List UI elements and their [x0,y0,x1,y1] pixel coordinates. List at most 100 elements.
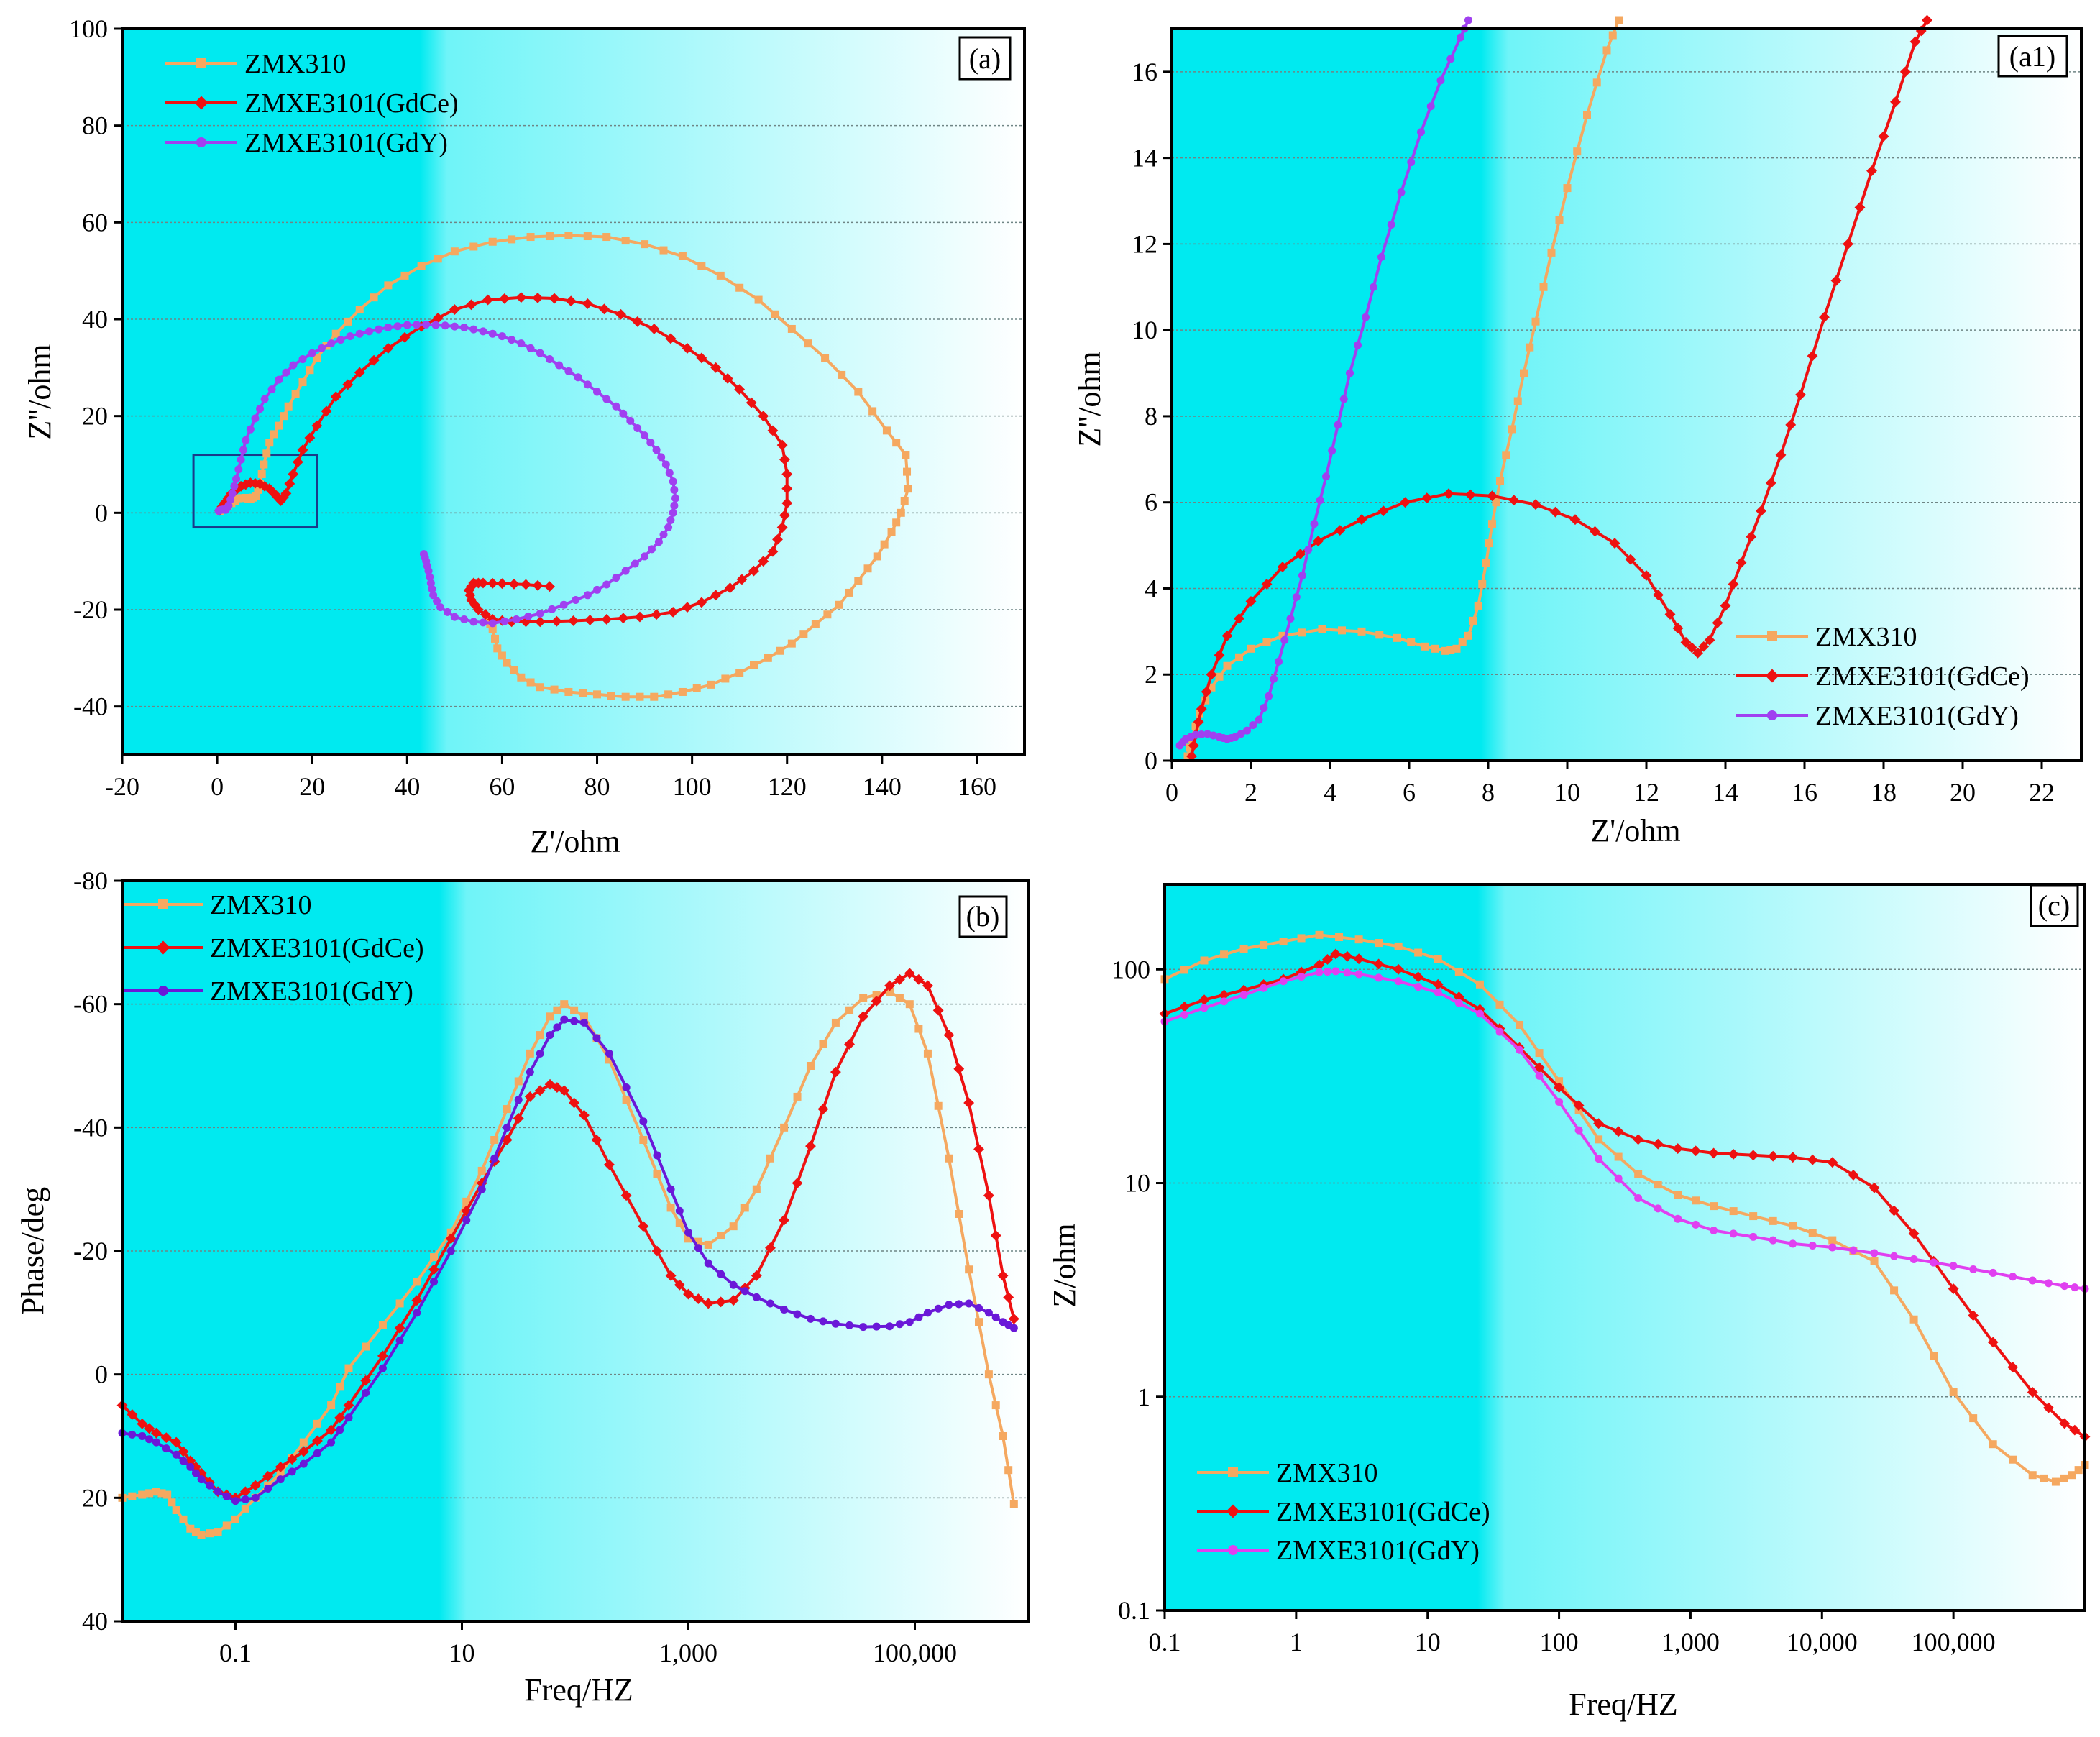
panel-b-x-axis-label: Freq/HZ [524,1672,633,1708]
panel-c-x-tick-label: 100 [1540,1628,1579,1656]
panel-c-series-zmxe3101-gdce-marker [1987,1337,1999,1348]
panel-a-series-zmxe3101-gdy-marker [346,332,354,341]
panel-c-series-zmx310-marker [1749,1212,1758,1221]
panel-a1-series-zmxe3101-gdy-marker [1304,546,1313,554]
panel-a1-series-zmxe3101-gdy-marker [1322,472,1330,481]
panel-a-series-zmx310-marker [602,233,611,242]
panel-a-series-zmx310-marker [270,430,278,439]
panel-a1-series-zmx310-marker [1247,644,1255,653]
panel-a-series-zmxe3101-gdy-marker [500,617,509,625]
panel-c-series-zmxe3101-gdy-marker [1454,999,1463,1007]
panel-b-series-zmx310-marker [579,1012,588,1021]
panel-b-y-tick-label: 20 [82,1483,108,1512]
panel-a-series-zmxe3101-gdce-marker [632,316,643,327]
panel-a-series-zmx310-marker [787,639,796,648]
panel-a1-series-zmxe3101-gdy-marker [1249,721,1257,730]
panel-a-series-zmxe3101-gdy-marker [429,591,438,600]
panel-b-series-zmxe3101-gdy-marker [145,1435,154,1444]
panel-a-series-zmxe3101-gdy-marker [413,321,421,329]
panel-a-series-zmxe3101-gdy-marker [479,618,487,627]
panel-a1-series-zmx310-marker [1393,633,1401,642]
panel-a-series-zmxe3101-gdy-marker [564,367,573,375]
panel-c-series-zmx310-marker [1200,956,1209,965]
panel-a-series-zmxe3101-gdy-marker [450,322,459,331]
panel-a1-series-zmxe3101-gdce-marker [1728,579,1739,590]
panel-a1-series-zmxe3101-gdce-marker [1785,419,1797,431]
panel-a1-series-zmxe3101-gdce-marker [1698,641,1710,652]
panel-a1-series-zmxe3101-gdy-marker [1237,730,1245,738]
panel-c-series-zmxe3101-gdy-marker [1375,973,1383,982]
panel-a-series-zmx310-marker [517,673,526,682]
panel-a1-series-zmxe3101-gdce-marker [1206,669,1217,680]
panel-a-gridlines [122,124,1024,707]
panel-a-series-zmx310-marker [697,262,706,270]
panel-c-series-zmx310-marker [1808,1229,1817,1237]
panel-b-series-zmxe3101-gdy-marker [336,1426,344,1434]
panel-c-legend: ZMX310 ZMXE3101(GdCe) ZMXE3101(GdY) [1197,1458,1490,1566]
panel-a-series-zmx310-marker [787,324,796,333]
panel-a1-legend-zmxe3101-gdy-marker [1767,710,1777,720]
panel-b-series-zmx310-marker [752,1185,761,1193]
panel-b-series-zmxe3101-gdy-marker [945,1301,953,1309]
panel-b-series-zmx310-marker [999,1432,1007,1440]
panel-c-series-zmxe3101-gdce-marker [1708,1147,1720,1159]
panel-c-series-zmxe3101-gdy-marker [1574,1126,1583,1135]
panel-a-series-zmx310-marker [370,293,378,302]
panel-c-series-zmx310-marker [1495,1000,1504,1009]
panel-a1-series-zmxe3101-gdce-marker [1765,477,1776,489]
panel-b-series-zmxe3101-gdce-marker [751,1270,762,1281]
panel-b-series-zmxe3101-gdy-marker [546,1031,554,1040]
panel-a-series-zmxe3101-gdce-marker [482,294,494,306]
panel-a1-legend: ZMX310 ZMXE3101(GdCe) ZMXE3101(GdY) [1736,622,2030,731]
panel-b-series-zmxe3101-gdce-marker [170,1436,182,1448]
panel-b-label-box [958,895,1008,938]
panel-b-series-zmxe3101-gdy-marker [477,1185,486,1193]
panel-a1-series-zmxe3101-gdy-marker [1377,252,1385,261]
panel-b-series-zmx310-marker [157,1489,166,1498]
panel-b-series-zmxe3101-gdce-marker [990,1230,1001,1241]
panel-c-series-zmx310-marker [1989,1440,1997,1449]
panel-b-series-zmx310-marker [740,1204,749,1212]
panel-a1-series-zmxe3101-gdce-marker [1819,311,1830,323]
panel-a1-series-zmxe3101-gdce-marker [1746,531,1757,543]
panel-b-series-zmxe3101-gdy-marker [666,1185,675,1193]
panel-b-series-zmx310-marker [729,1222,738,1231]
panel-a-series-zmx310-marker [280,412,288,421]
panel-b-series-zmx310-marker [570,1006,579,1014]
panel-a-series-zmx310-marker [892,518,901,527]
panel-c-series-zmxe3101-gdy-marker [1849,1246,1858,1255]
panel-a1-series-zmxe3101-gdce-marker [1625,554,1636,565]
panel-b-series-zmxe3101-gdce-marker [1003,1291,1014,1303]
panel-a-series-zmxe3101-gdy-marker [460,615,469,623]
panel-a1-legend-zmx310-label: ZMX310 [1815,622,1917,652]
panel-a1-x-tick-label: 6 [1403,778,1416,807]
panel-a-series-zmx310-marker [498,651,506,660]
panel-b-series-zmxe3101-gdce-marker [150,1427,162,1439]
panel-b-series-zmx310-marker [975,1318,983,1326]
panel-a1-series-zmx310-marker [1547,248,1556,257]
panel-a1-series-zmx310-marker [1513,397,1522,405]
panel-a-series-zmxe3101-gdy-marker [450,613,459,621]
panel-a1-x-tick-label: 16 [1792,778,1817,807]
panel-c-series-zmxe3101-gdy-marker [1555,1098,1564,1106]
panel-a-series-zmx310-marker [493,644,502,653]
panel-c-series-zmx310-marker [2060,1474,2068,1482]
panel-a-series-zmx310-marker [641,240,649,249]
panel-a-series-zmx310-marker [508,235,516,244]
panel-c-series-zmxe3101-gdy-marker [1969,1265,1978,1274]
panel-a-series-zmx310-marker [835,600,843,609]
panel-a1-series-zmxe3101-gdce-marker [1277,562,1288,572]
panel-a-series-zmxe3101-gdy-marker [612,574,620,582]
panel-a-series-zmxe3101-gdy-marker [364,327,373,336]
panel-b-series-zmxe3101-gdy-marker [138,1432,147,1440]
panel-b-series-zmx310-marker [430,1253,439,1262]
panel-a-series-zmx310-marker [799,630,808,638]
panel-c-series-zmxe3101-gdce-marker [1373,958,1385,970]
panel-a-series-zmx310-marker [903,467,912,476]
panel-a-series-zmx310-marker [488,625,497,633]
panel-a-ticks: -20 0 20 40 60 80 100 120 140 160 -40 -20 0 20 40 60 80 1… [69,14,996,801]
panel-c-series-zmx310-marker [1634,1170,1643,1178]
panel-c-series-zmxe3101-gdy-marker [1808,1241,1817,1250]
panel-c-series-zmxe3101-gdy-marker [1749,1232,1758,1241]
panel-b-series-zmxe3101-gdy-marker [241,1495,249,1503]
